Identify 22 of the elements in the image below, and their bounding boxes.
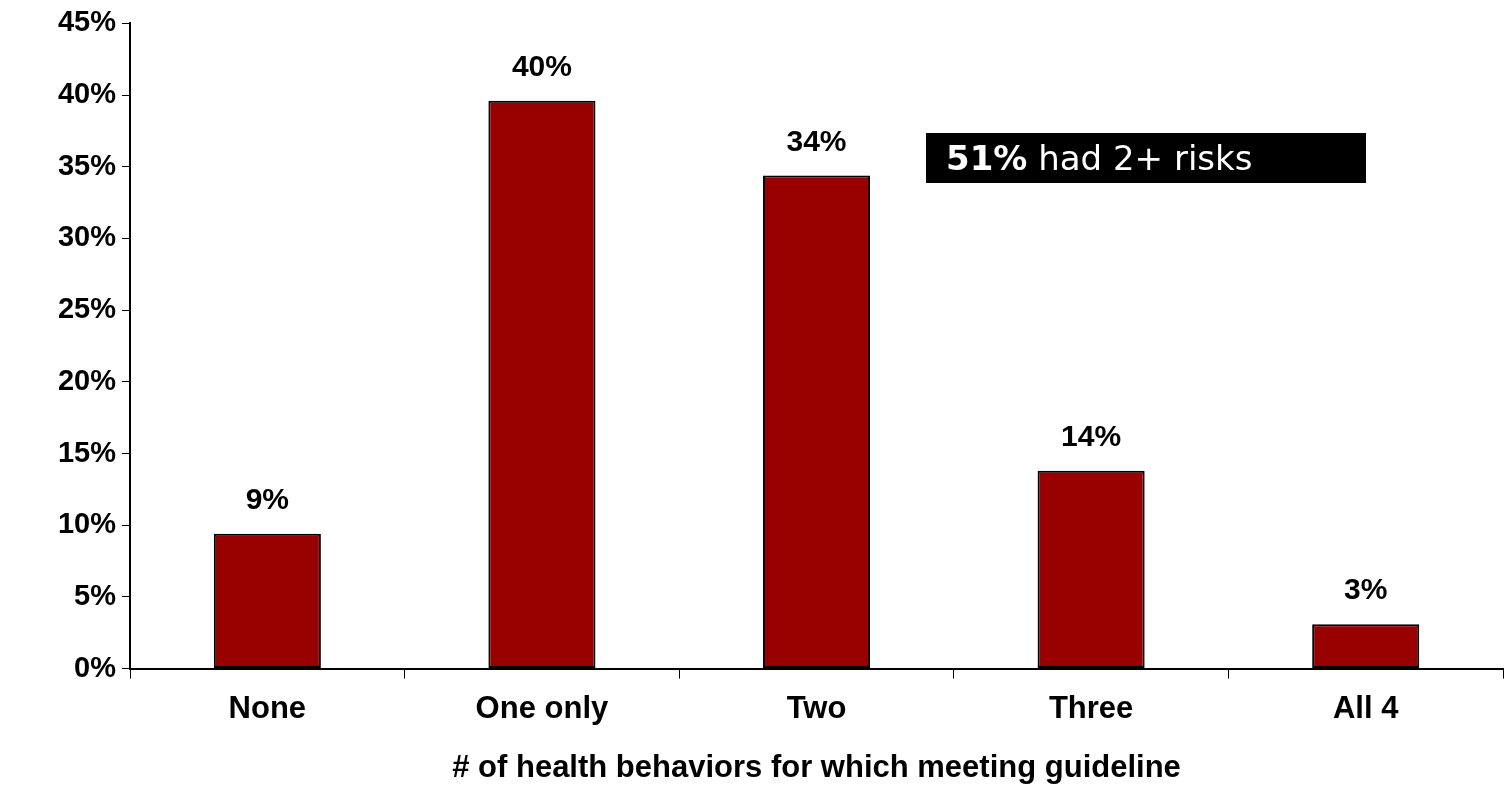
y-tick-label: 5% — [74, 578, 117, 611]
x-tick-label: One only — [475, 689, 609, 725]
x-tick-label: Two — [786, 689, 847, 725]
data-label: 34% — [786, 123, 847, 157]
label-box: 51% had 2+ risks — [926, 133, 1366, 183]
data-label: 14% — [1061, 419, 1122, 452]
data-label: 9% — [245, 482, 290, 516]
y-tick-label: 10% — [58, 507, 117, 540]
x-tick-label: Three — [1048, 689, 1134, 725]
y-tick-label: 20% — [58, 363, 117, 396]
y-tick-label: 30% — [58, 220, 117, 253]
y-tick-label: 25% — [58, 292, 117, 325]
y-tick-label: 45% — [58, 5, 117, 38]
y-tick-label: 0% — [74, 650, 117, 683]
y-tick-label: 40% — [58, 77, 117, 110]
data-label: 40% — [511, 49, 572, 83]
data-label: 3% — [1344, 572, 1388, 606]
x-axis-title: # of health behaviors for which meeting guideline — [452, 748, 1181, 784]
y-tick-label: 15% — [58, 435, 117, 468]
x-tick-label: All 4 — [1332, 689, 1400, 725]
y-tick-label: 35% — [58, 148, 117, 181]
x-tick-label: None — [228, 689, 307, 725]
